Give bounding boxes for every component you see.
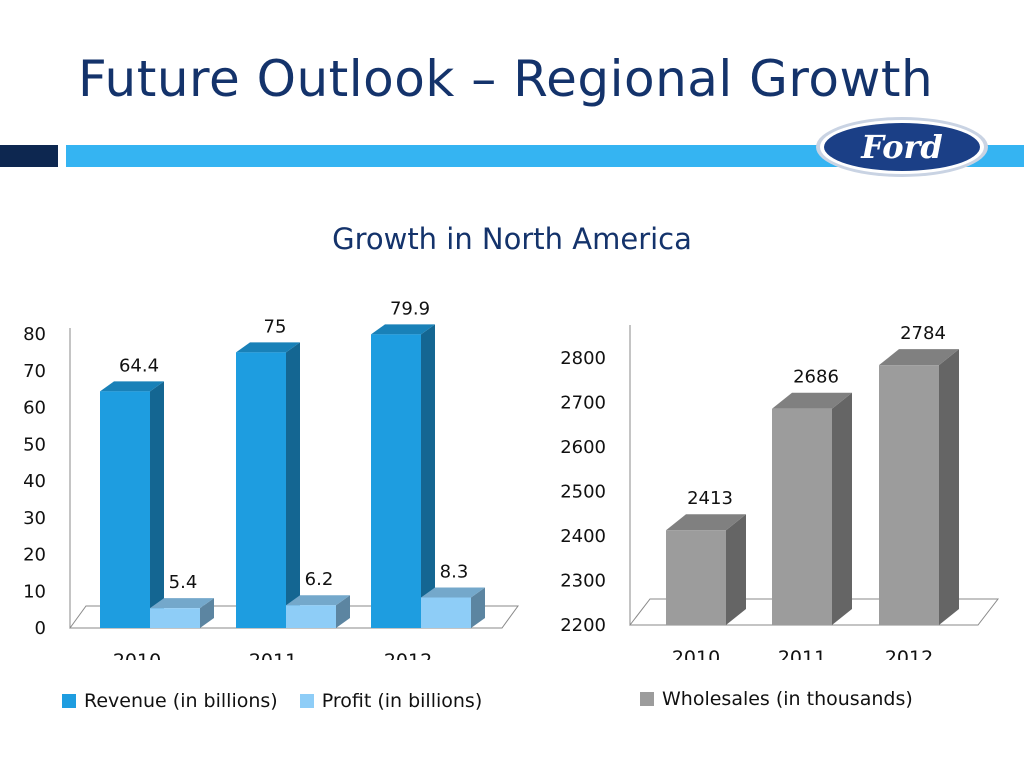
legend-swatch-profit [299, 694, 314, 708]
y-tick-label: 2500 [560, 482, 606, 503]
bar-wholesales-2011-side [832, 392, 852, 625]
x-tick-label: 2010 [672, 647, 720, 660]
ford-logo: Ford [816, 117, 988, 177]
bar-profit-2010-top [150, 598, 214, 609]
data-label-profit-2011: 6.2 [305, 569, 334, 590]
wholesales-chart: 2200 2300 2400 2500 2600 2700 2800 2413 2686 2784… [560, 323, 1000, 660]
data-label-profit-2012: 8.3 [440, 561, 469, 582]
bar-wholesales-2010-front [666, 530, 726, 625]
bar-wholesales-2012 [879, 349, 959, 625]
ford-logo-text: Ford [860, 128, 943, 166]
x-tick-label: 2011 [249, 650, 297, 660]
y-tick-label: 20 [23, 545, 46, 566]
bar-profit-2010 [150, 598, 214, 628]
bar-wholesales-2012-front [879, 365, 939, 625]
bar-revenue-2012-top [371, 324, 435, 335]
bar-revenue-2011-top [236, 342, 300, 353]
x-tick-label: 2010 [113, 650, 161, 660]
bar-revenue-2011 [236, 342, 300, 628]
y-tick-label: 60 [23, 398, 46, 419]
data-label-revenue-2011: 75 [264, 316, 287, 337]
bar-wholesales-2011-front [772, 408, 832, 625]
legend-label-revenue: Revenue (in billions) [84, 690, 278, 712]
bar-revenue-2012-front [371, 334, 421, 628]
bar-profit-2011 [286, 595, 350, 628]
bar-wholesales-2010 [666, 514, 746, 625]
y-tick-label: 70 [23, 361, 46, 382]
y-tick-label: 80 [23, 324, 46, 345]
bar-profit-2011-front [286, 605, 336, 628]
y-tick-label: 2300 [560, 571, 606, 592]
data-label-wholesales-2011: 2686 [793, 367, 839, 388]
data-label-revenue-2010: 64.4 [119, 355, 159, 376]
x-tick-label: 2012 [885, 647, 933, 660]
chart-subtitle: Growth in North America [332, 222, 692, 256]
y-tick-label: 10 [23, 581, 46, 602]
y-tick-label: 30 [23, 508, 46, 529]
bar-profit-2012-front [421, 597, 471, 628]
x-tick-label: 2012 [384, 650, 432, 660]
bar-profit-2010-front [150, 608, 200, 628]
bar-revenue-2012 [371, 324, 435, 628]
bar-revenue-2012-side [421, 324, 435, 628]
x-tick-label: 2011 [778, 647, 826, 660]
data-label-revenue-2012: 79.9 [390, 298, 430, 319]
y-tick-label: 2700 [560, 393, 606, 414]
revenue-profit-chart: 0 10 20 30 40 50 60 70 80 64.4 75 79.9 5.4 6.2 8.3 2010… [23, 298, 519, 660]
data-label-wholesales-2012: 2784 [900, 323, 946, 344]
bar-profit-2011-side [336, 595, 350, 628]
revenue-profit-legend: Revenue (in billions) Profit (in billion… [62, 690, 482, 712]
bar-revenue-2010-front [100, 391, 150, 628]
header-accent-light-bar [66, 145, 1024, 167]
legend-label-profit: Profit (in billions) [321, 690, 483, 712]
wholesales-legend: Wholesales (in thousands) [640, 688, 913, 710]
y-tick-label: 2800 [560, 348, 606, 369]
y-tick-label: 40 [23, 471, 46, 492]
bar-revenue-2011-front [236, 352, 286, 628]
y-tick-label: 2200 [560, 615, 606, 636]
bar-profit-2012 [421, 587, 485, 628]
bar-profit-2012-side [471, 587, 485, 628]
y-tick-label: 2600 [560, 437, 606, 458]
bar-wholesales-2011-top [772, 392, 852, 409]
header-accent-dark-bar [0, 145, 58, 167]
bar-wholesales-2010-side [726, 514, 746, 625]
data-label-wholesales-2010: 2413 [687, 488, 733, 509]
slide-title: Future Outlook – Regional Growth [78, 50, 934, 108]
bar-wholesales-2011 [772, 392, 852, 625]
bar-profit-2011-top [286, 595, 350, 606]
bar-profit-2012-top [421, 587, 485, 598]
legend-swatch-revenue [62, 694, 76, 708]
bar-wholesales-2012-side [939, 349, 959, 625]
y-tick-label: 0 [35, 618, 46, 639]
data-label-profit-2010: 5.4 [169, 572, 198, 593]
bar-profit-2010-side [200, 598, 214, 628]
bar-revenue-2011-side [286, 342, 300, 628]
y-tick-label: 50 [23, 434, 46, 455]
bar-revenue-2010-top [100, 381, 164, 392]
legend-swatch-wholesales [640, 692, 654, 706]
legend-label-wholesales: Wholesales (in thousands) [662, 688, 913, 710]
bar-wholesales-2012-top [879, 349, 959, 366]
y-tick-label: 2400 [560, 526, 606, 547]
bar-wholesales-2010-top [666, 514, 746, 531]
bar-revenue-2010 [100, 381, 164, 628]
bar-revenue-2010-side [150, 381, 164, 628]
